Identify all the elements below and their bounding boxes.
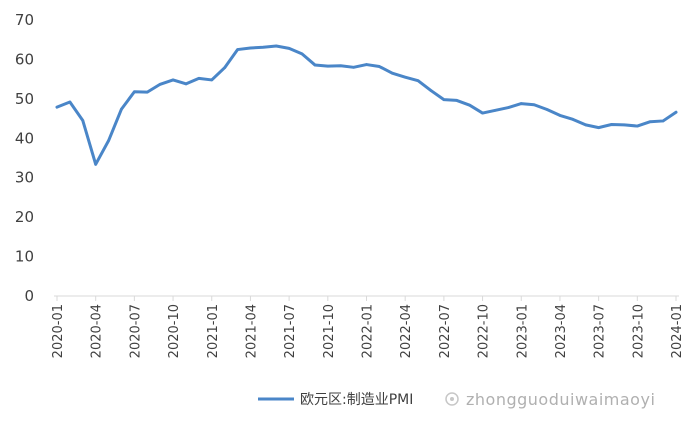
x-tick-label: 2022-01 [361,304,376,358]
x-tick-label: 2023-07 [593,304,608,358]
data-point [158,82,162,86]
data-point [429,89,433,92]
data-point [661,119,665,123]
data-point [390,71,394,75]
data-point [636,124,639,128]
data-point [55,105,59,109]
data-point [171,78,175,82]
x-tick-label: 2022-10 [477,304,492,358]
data-point [313,63,317,67]
data-point [468,103,471,107]
data-point [133,90,136,94]
watermark-text: zhongguoduiwaimaoyi [466,390,655,409]
y-tick-label: 40 [15,129,34,147]
data-point [68,100,72,104]
data-point [287,47,291,50]
y-tick-label: 10 [15,248,34,266]
data-point [455,99,459,102]
data-point [584,123,588,127]
watermark-logo-icon [445,392,459,406]
data-point [558,114,562,117]
y-tick-label: 70 [15,11,34,29]
x-tick-label: 2020-01 [51,304,66,358]
y-tick-label: 0 [24,287,34,305]
data-point [623,123,626,127]
data-point [571,118,575,121]
series-group [55,44,678,166]
data-point [442,98,446,101]
watermark: zhongguoduiwaimaoyi [445,390,655,409]
data-point [519,102,523,105]
x-tick-label: 2023-10 [631,304,646,358]
x-tick-label: 2021-04 [244,304,259,358]
data-point [262,45,265,49]
x-tick-label: 2020-04 [90,304,105,358]
x-tick-label: 2021-01 [206,304,221,358]
data-point [184,82,188,86]
data-point [481,111,484,115]
data-point [326,64,330,68]
legend: 欧元区:制造业PMI [258,392,413,408]
data-point [352,66,355,69]
x-tick-label: 2023-01 [515,304,530,358]
y-tick-label: 60 [15,50,34,68]
y-axis: 0 10 20 30 40 50 60 70 [15,11,34,305]
data-point [403,75,407,79]
x-tick-label: 2024-01 [670,304,685,358]
data-point [648,120,652,124]
x-tick-label: 2020-07 [128,304,143,358]
data-point [223,66,226,70]
y-tick-label: 30 [15,169,34,187]
x-tick-label: 2020-10 [167,304,182,358]
y-tick-label: 50 [15,90,34,108]
data-point [249,46,252,50]
data-point [674,110,678,114]
x-tick-label: 2022-07 [438,304,453,358]
y-tick-label: 20 [15,208,34,226]
x-tick-label: 2022-04 [399,304,414,358]
data-point [365,63,368,66]
data-point [597,126,600,129]
data-point [81,119,85,122]
data-point [120,107,123,111]
data-point [145,90,149,94]
data-point [378,65,381,68]
data-point [274,44,278,48]
data-point [416,79,420,83]
x-tick-label: 2021-10 [322,304,337,358]
data-point [545,108,549,111]
legend-label: 欧元区:制造业PMI [300,392,413,408]
data-point [339,64,343,68]
data-point [494,108,497,112]
data-point [532,103,536,107]
data-point [107,139,110,142]
data-point [94,163,97,166]
data-point [197,77,201,80]
x-axis: 2020-01 2020-04 2020-07 2020-10 2021-01 2021-… [51,295,685,358]
data-point [236,48,239,51]
data-point [300,52,304,56]
data-point [210,78,214,82]
data-point [507,106,510,109]
x-tick-label: 2023-04 [554,304,569,358]
x-tick-label: 2021-07 [283,304,298,358]
data-point [610,123,613,126]
